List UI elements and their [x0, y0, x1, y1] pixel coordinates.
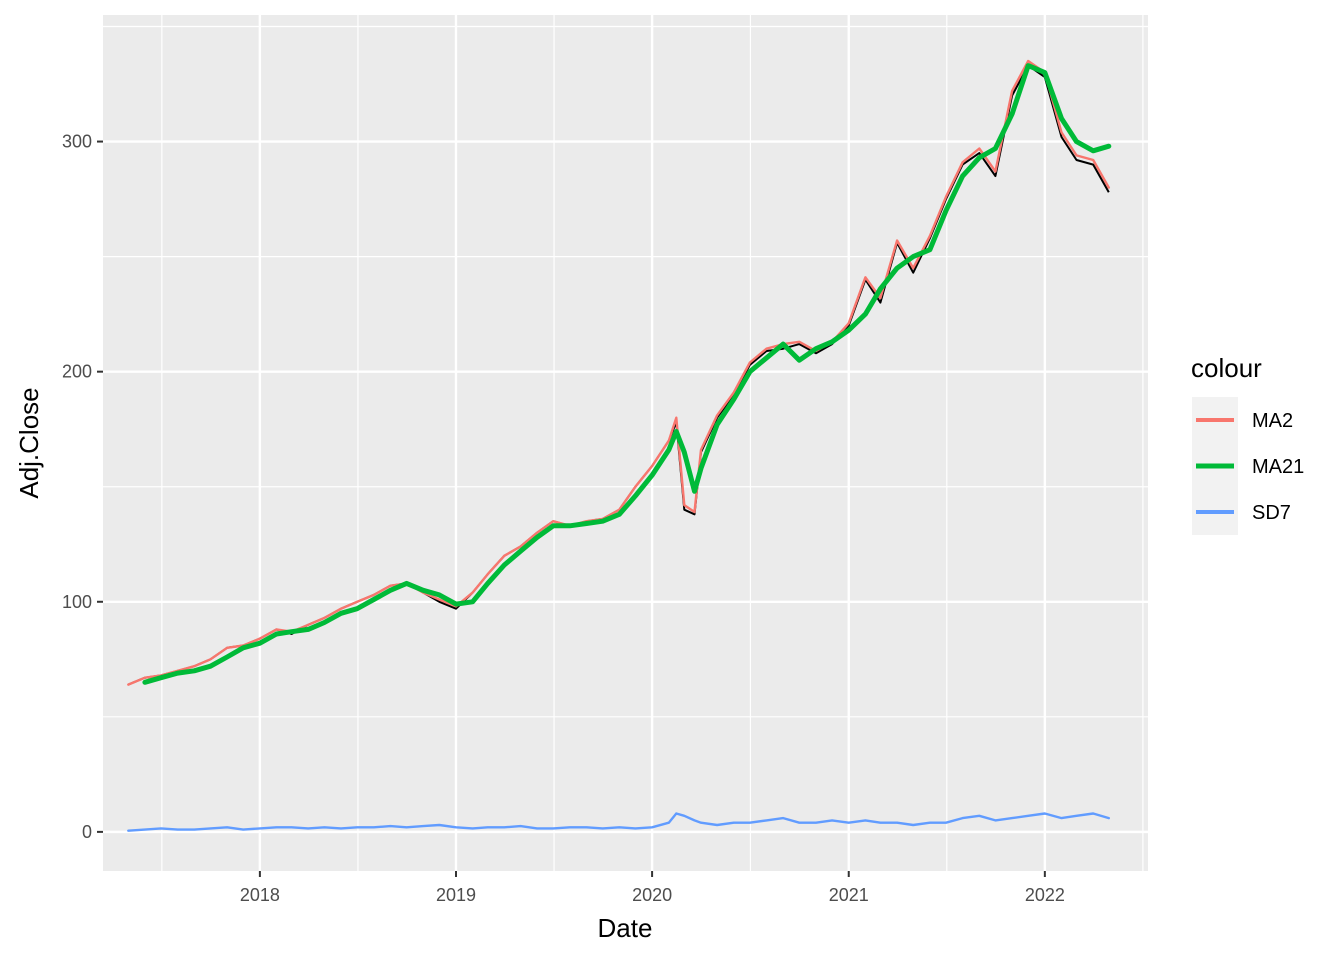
- x-tick-label: 2020: [632, 885, 672, 905]
- legend: colour MA2 MA21 SD7: [1191, 353, 1304, 535]
- y-tick-label: 0: [82, 822, 92, 842]
- x-tick-label: 2019: [436, 885, 476, 905]
- series-line-sd7: [127, 812, 1110, 832]
- legend-label-ma21: MA21: [1252, 456, 1304, 478]
- series-layer: [127, 59, 1112, 832]
- x-axis: 2018 2019 2020 2021 2022: [240, 871, 1065, 905]
- y-tick-label: 200: [62, 362, 92, 382]
- grid-minor: [103, 15, 1148, 871]
- legend-items: MA2 MA21 SD7: [1192, 397, 1304, 535]
- y-tick-label: 300: [62, 132, 92, 152]
- x-tick-label: 2022: [1025, 885, 1065, 905]
- y-tick-label: 100: [62, 592, 92, 612]
- legend-title: colour: [1191, 353, 1262, 383]
- y-axis: 0 100 200 300: [62, 132, 103, 842]
- x-tick-label: 2018: [240, 885, 280, 905]
- legend-label-sd7: SD7: [1252, 502, 1291, 524]
- x-tick-label: 2021: [829, 885, 869, 905]
- y-axis-title: Adj.Close: [14, 387, 44, 498]
- series-line-ma21: [142, 63, 1112, 685]
- grid-major: [103, 15, 1148, 871]
- x-axis-title: Date: [598, 913, 653, 943]
- legend-label-ma2: MA2: [1252, 410, 1293, 432]
